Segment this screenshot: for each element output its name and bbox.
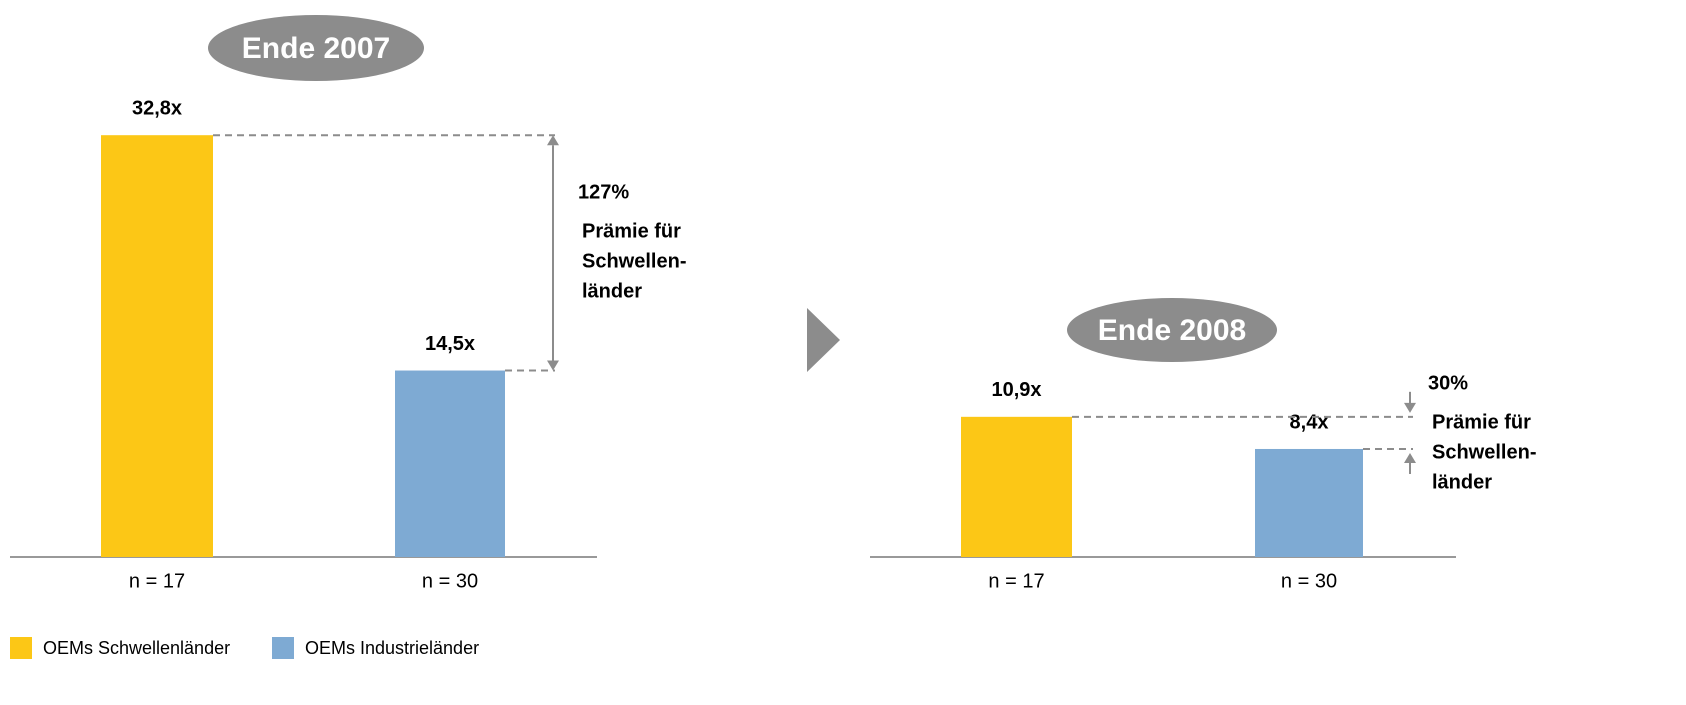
transition-arrow bbox=[807, 308, 840, 372]
legend-label: OEMs Schwellenländer bbox=[43, 638, 230, 658]
annotation-text: länder bbox=[1432, 471, 1492, 493]
title-badge bbox=[1067, 298, 1277, 362]
value-label: 8,4x bbox=[1290, 411, 1329, 433]
arrow-head bbox=[1404, 402, 1416, 413]
annotation-value: 30% bbox=[1428, 372, 1468, 394]
category-label: n = 17 bbox=[129, 570, 185, 592]
annotation-text: Schwellen- bbox=[582, 250, 686, 272]
annotation-text: Schwellen- bbox=[1432, 441, 1536, 463]
category-label: n = 17 bbox=[988, 570, 1044, 592]
annotation-text: länder bbox=[582, 280, 642, 302]
value-label: 32,8x bbox=[132, 97, 182, 119]
value-label: 14,5x bbox=[425, 333, 475, 355]
legend-swatch bbox=[272, 637, 294, 659]
annotation-text: Prämie für bbox=[1432, 411, 1531, 433]
chart-title: Ende 2008 bbox=[1098, 314, 1246, 347]
legend-swatch bbox=[10, 637, 32, 659]
bar bbox=[101, 135, 213, 557]
title-badge bbox=[208, 15, 424, 81]
annotation-value: 127% bbox=[578, 181, 629, 203]
category-label: n = 30 bbox=[1281, 570, 1337, 592]
category-label: n = 30 bbox=[422, 570, 478, 592]
annotation-text: Prämie für bbox=[582, 220, 681, 242]
arrow-head bbox=[547, 360, 559, 371]
bar bbox=[1255, 448, 1363, 557]
bar bbox=[961, 416, 1072, 557]
arrow-head bbox=[547, 135, 559, 146]
value-label: 10,9x bbox=[991, 379, 1041, 401]
bar bbox=[395, 370, 505, 557]
arrow-head bbox=[1404, 452, 1416, 463]
chart-title: Ende 2007 bbox=[242, 32, 390, 65]
legend-label: OEMs Industrieländer bbox=[305, 638, 479, 658]
